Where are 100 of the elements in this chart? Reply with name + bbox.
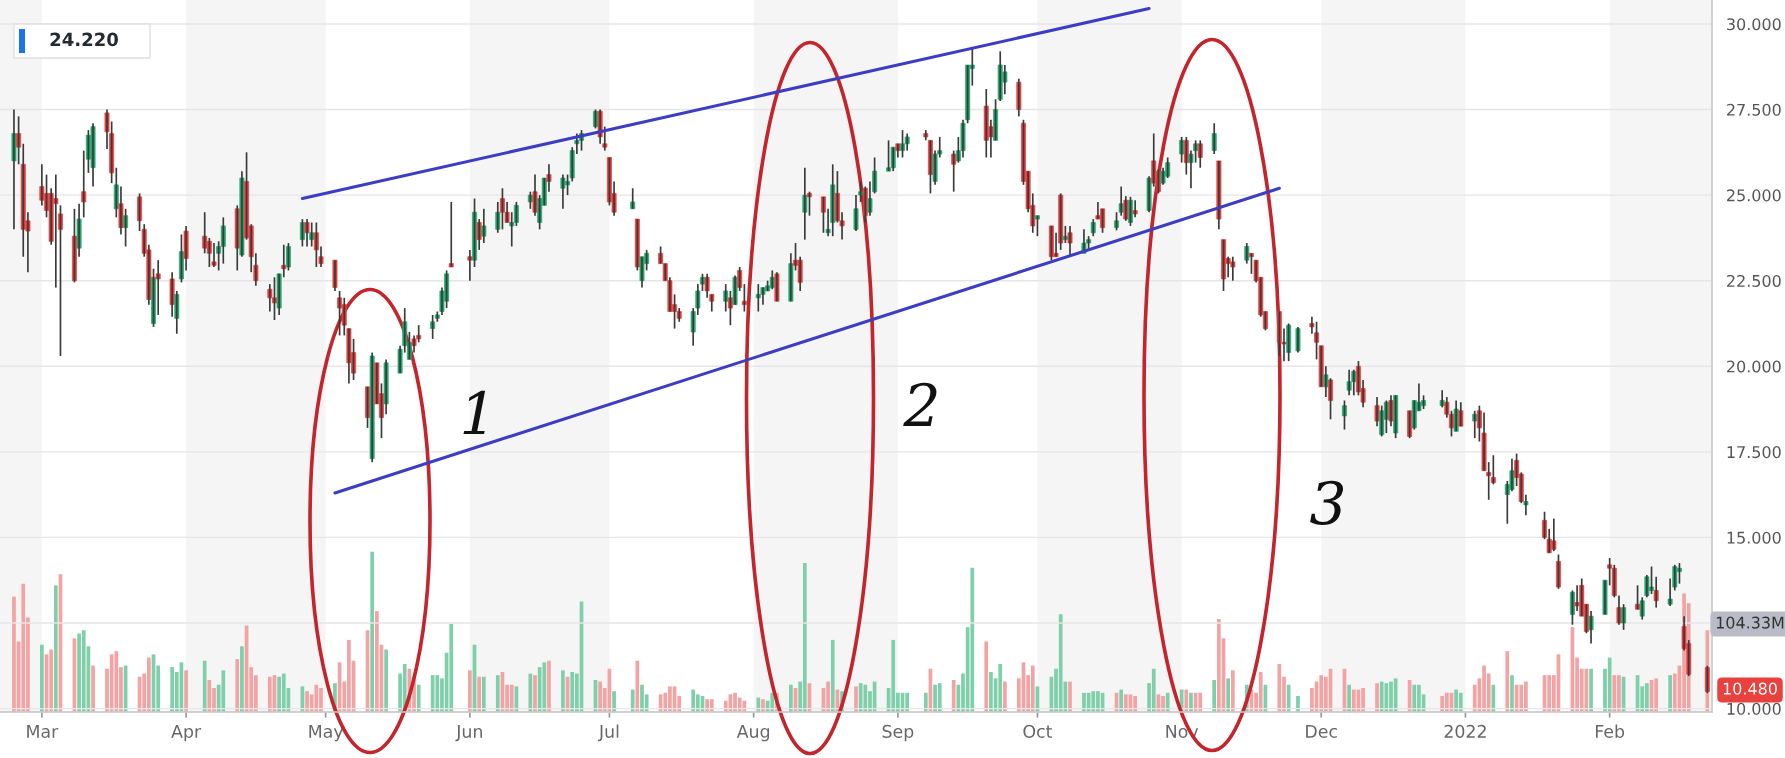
bar xyxy=(1607,657,1612,712)
bar xyxy=(1384,683,1389,712)
bar xyxy=(314,684,319,712)
bar xyxy=(1412,684,1417,712)
bar xyxy=(937,683,942,712)
bar xyxy=(1510,675,1514,712)
bar xyxy=(1119,689,1124,712)
bar xyxy=(570,671,575,712)
bar xyxy=(477,676,482,712)
bar xyxy=(612,691,616,712)
candlestick xyxy=(1458,401,1464,428)
bar xyxy=(1151,668,1156,712)
bar xyxy=(1003,681,1007,712)
bar xyxy=(1189,692,1193,712)
bar xyxy=(114,651,119,712)
y-tick-label: 20.000 xyxy=(1727,360,1781,373)
bar xyxy=(430,675,435,712)
bar xyxy=(91,665,95,712)
bar xyxy=(1505,651,1510,712)
bar xyxy=(21,583,26,712)
bar xyxy=(240,646,244,712)
y-tick-label: 25.000 xyxy=(1727,189,1781,202)
bar xyxy=(1393,678,1398,712)
bar xyxy=(370,551,375,712)
bar xyxy=(109,654,114,712)
x-tick-label: Dec xyxy=(1306,725,1337,738)
bar xyxy=(1133,695,1137,712)
bar xyxy=(691,689,696,712)
bar xyxy=(709,699,714,712)
bar xyxy=(1277,663,1282,712)
bar xyxy=(1212,679,1217,712)
x-tick-label: Jul xyxy=(598,724,619,742)
x-tick-label: May xyxy=(309,725,344,742)
y-tick-label: 30.000 xyxy=(1727,18,1781,31)
y-tick-label: 17.500 xyxy=(1727,446,1781,459)
x-tick-label: Aug xyxy=(736,725,770,742)
x-tick-label: Mar xyxy=(27,725,59,738)
bar xyxy=(449,623,454,712)
bar xyxy=(905,692,910,712)
bar xyxy=(81,630,86,712)
text: 10.480 xyxy=(1723,682,1777,695)
bar xyxy=(1444,692,1449,712)
bar xyxy=(384,649,388,712)
bar xyxy=(416,684,421,712)
bar xyxy=(1082,692,1086,712)
bar xyxy=(970,567,975,712)
candlestick xyxy=(337,290,343,337)
bar xyxy=(1491,684,1496,712)
bar xyxy=(1296,695,1300,712)
y-tick-label: 22.500 xyxy=(1727,274,1781,287)
bar xyxy=(630,689,635,712)
bar xyxy=(235,659,240,712)
bar xyxy=(802,563,807,712)
annotation: 24.220 xyxy=(50,32,118,47)
candlestick xyxy=(923,129,929,142)
annotation: 1 xyxy=(463,390,486,435)
bar xyxy=(789,684,793,712)
bar xyxy=(1612,675,1617,712)
bar xyxy=(468,670,472,712)
bar xyxy=(1361,687,1365,712)
annotation: 3 xyxy=(1310,480,1344,525)
y-tick-label: 15.000 xyxy=(1727,531,1781,544)
candlestick xyxy=(1342,399,1347,431)
bar xyxy=(1519,684,1524,712)
bar xyxy=(53,585,58,712)
bar xyxy=(1351,689,1356,712)
bar xyxy=(49,649,54,712)
bar xyxy=(533,675,537,712)
bar xyxy=(1547,675,1552,712)
bar xyxy=(1217,619,1221,712)
candlestick xyxy=(211,242,217,268)
bar xyxy=(528,673,533,712)
bar xyxy=(1198,692,1203,712)
bar xyxy=(1230,670,1235,712)
bar xyxy=(281,673,286,712)
text: 104.33M xyxy=(1716,616,1784,629)
bar xyxy=(826,681,830,712)
bar xyxy=(1654,678,1659,712)
bar xyxy=(202,660,207,712)
bar xyxy=(951,679,956,712)
bar xyxy=(1226,678,1231,712)
bar xyxy=(761,699,765,712)
bar xyxy=(1347,684,1351,712)
bar xyxy=(1440,695,1445,712)
bar xyxy=(989,671,993,712)
bar xyxy=(435,675,440,712)
bar xyxy=(891,639,896,712)
bar xyxy=(1589,668,1593,712)
bar xyxy=(1165,692,1170,712)
bar xyxy=(374,611,379,712)
y-tick-label: 27.500 xyxy=(1727,103,1781,116)
bar xyxy=(12,596,16,712)
bar xyxy=(1058,614,1063,712)
bar xyxy=(1668,675,1672,712)
bar xyxy=(221,670,226,712)
x-tick-label: Feb xyxy=(1595,724,1625,738)
bar xyxy=(1068,681,1072,712)
bar xyxy=(1258,671,1263,712)
bar xyxy=(1286,684,1291,712)
bar xyxy=(984,641,989,712)
